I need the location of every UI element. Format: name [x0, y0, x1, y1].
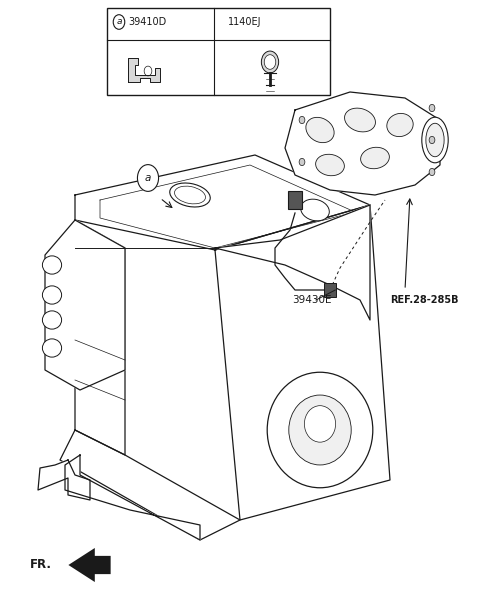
FancyBboxPatch shape: [288, 192, 302, 209]
Ellipse shape: [360, 147, 389, 168]
Ellipse shape: [422, 117, 448, 163]
Ellipse shape: [316, 154, 344, 176]
Circle shape: [429, 168, 435, 176]
Text: a: a: [116, 18, 122, 27]
Circle shape: [429, 136, 435, 143]
Circle shape: [429, 105, 435, 112]
Polygon shape: [60, 430, 240, 540]
Circle shape: [299, 116, 305, 123]
Ellipse shape: [300, 199, 329, 221]
Polygon shape: [75, 155, 370, 250]
Polygon shape: [65, 455, 200, 540]
Circle shape: [299, 158, 305, 165]
Text: 39430E: 39430E: [292, 295, 332, 305]
Circle shape: [144, 66, 152, 76]
Ellipse shape: [175, 186, 205, 204]
Text: a: a: [145, 173, 151, 183]
Polygon shape: [215, 205, 370, 320]
Ellipse shape: [426, 123, 444, 157]
Ellipse shape: [42, 256, 61, 274]
Ellipse shape: [267, 372, 373, 488]
Polygon shape: [75, 220, 125, 455]
Ellipse shape: [170, 183, 210, 207]
Text: FR.: FR.: [30, 559, 52, 572]
FancyBboxPatch shape: [324, 283, 336, 297]
Polygon shape: [45, 220, 125, 390]
Ellipse shape: [42, 311, 61, 329]
Ellipse shape: [289, 395, 351, 465]
Ellipse shape: [306, 117, 334, 143]
Circle shape: [261, 51, 278, 73]
Ellipse shape: [345, 108, 375, 132]
Circle shape: [113, 15, 125, 29]
Ellipse shape: [42, 339, 61, 357]
Polygon shape: [128, 58, 160, 82]
Ellipse shape: [387, 114, 413, 137]
Text: 1140EJ: 1140EJ: [228, 17, 262, 27]
Circle shape: [137, 165, 158, 192]
Polygon shape: [38, 460, 90, 500]
Polygon shape: [285, 92, 440, 195]
Text: 39410D: 39410D: [129, 17, 167, 27]
Ellipse shape: [304, 406, 336, 442]
Text: REF.28-285B: REF.28-285B: [390, 295, 458, 305]
Polygon shape: [69, 548, 110, 582]
Polygon shape: [215, 205, 390, 520]
Circle shape: [264, 55, 276, 69]
Ellipse shape: [42, 286, 61, 304]
Bar: [107, 8, 330, 95]
